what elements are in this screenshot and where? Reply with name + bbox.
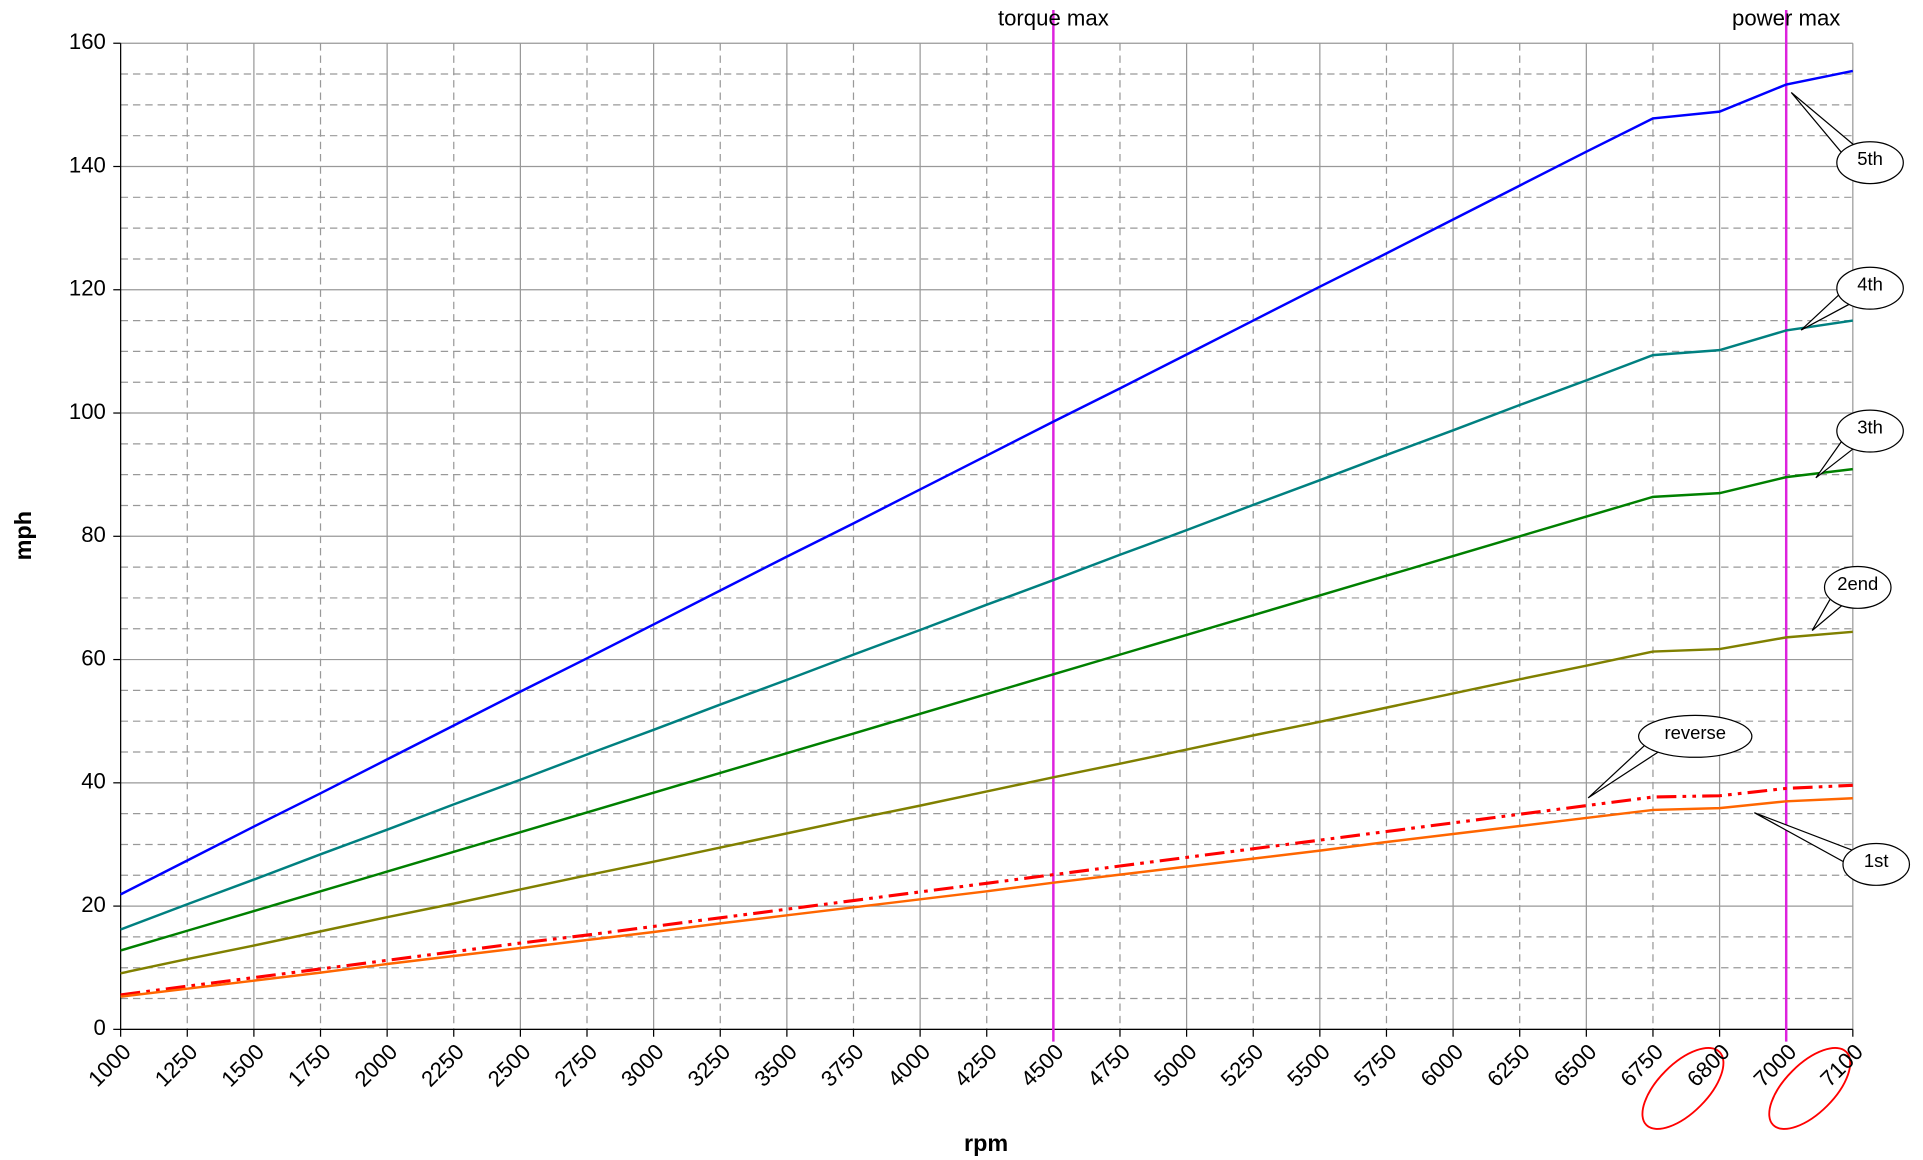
x-tick-label: 2000 xyxy=(350,1039,403,1092)
x-tick-label: 4000 xyxy=(883,1039,936,1092)
x-tick-label: 6250 xyxy=(1482,1039,1535,1092)
series-line xyxy=(120,69,1854,896)
y-tick-label: 100 xyxy=(69,399,106,424)
grid xyxy=(120,42,1854,1030)
x-tick-label: 6000 xyxy=(1416,1039,1469,1092)
marker-label: power max xyxy=(1732,6,1840,31)
y-tick-label: 80 xyxy=(81,522,106,547)
series-line xyxy=(120,467,1853,952)
x-tick-label: 7000 xyxy=(1749,1039,1802,1092)
marker-label: torque max xyxy=(998,6,1109,31)
callout-pointer xyxy=(1754,812,1856,866)
y-tick-label: 0 xyxy=(94,1015,106,1040)
callout-bubble xyxy=(1836,141,1904,185)
y-tick-label: 140 xyxy=(69,152,106,177)
legend-label: 1st xyxy=(1864,850,1889,871)
callout-bubble xyxy=(1836,266,1904,310)
x-tick-label: 4500 xyxy=(1016,1039,1069,1092)
x-tick-label: 1250 xyxy=(150,1039,203,1092)
legend-label: 3th xyxy=(1857,416,1883,437)
x-tick-label: 5000 xyxy=(1149,1039,1202,1092)
y-tick-label: 60 xyxy=(81,645,106,670)
x-tick-label: 3000 xyxy=(616,1039,669,1092)
x-tick-label: 5750 xyxy=(1349,1039,1402,1092)
legend-callout: 4th xyxy=(1800,266,1904,331)
series-line xyxy=(120,319,1854,931)
legend-callout: 5th xyxy=(1790,92,1904,185)
series-line xyxy=(120,797,1853,998)
x-tick-label: 3250 xyxy=(683,1039,736,1092)
x-tick-label: 2250 xyxy=(416,1039,469,1092)
highlight-ellipse xyxy=(1641,1047,1725,1130)
callout-bubble xyxy=(1836,409,1904,453)
x-tick-label: 6750 xyxy=(1615,1039,1668,1092)
x-axis-title: rpm xyxy=(964,1130,1008,1156)
x-tick-label: 7100 xyxy=(1815,1039,1868,1092)
x-tick-label: 3750 xyxy=(816,1039,869,1092)
x-tick-label: 5500 xyxy=(1282,1039,1335,1092)
x-tick-label: 4750 xyxy=(1083,1039,1136,1092)
legend-label: 5th xyxy=(1857,148,1883,169)
y-tick-label: 160 xyxy=(69,29,106,54)
legend-callout: 2end xyxy=(1811,565,1892,631)
callout-bubble xyxy=(1823,565,1892,609)
legend-callout: reverse xyxy=(1587,714,1753,799)
x-tick-label: 2750 xyxy=(550,1039,603,1092)
legend-label: 2end xyxy=(1837,573,1878,594)
x-tick-label: 1000 xyxy=(83,1039,136,1092)
legend-callout: 3th xyxy=(1815,409,1904,479)
legend-label: 4th xyxy=(1857,274,1883,295)
y-tick-label: 40 xyxy=(81,769,106,794)
y-axis-title: mph xyxy=(10,511,36,560)
x-tick-label: 1750 xyxy=(283,1039,336,1092)
x-tick-label: 2500 xyxy=(483,1039,536,1092)
callout-bubble xyxy=(1842,842,1911,886)
y-tick-label: 20 xyxy=(81,892,106,917)
y-tick-label: 120 xyxy=(69,276,106,301)
series-line xyxy=(120,630,1853,975)
callout-bubble xyxy=(1637,714,1753,758)
x-tick-label: 6500 xyxy=(1549,1039,1602,1092)
x-tick-label: 3500 xyxy=(749,1039,802,1092)
series-line xyxy=(120,783,1853,997)
x-tick-label: 6800 xyxy=(1682,1039,1735,1092)
highlight-ellipse xyxy=(1768,1047,1852,1130)
x-tick-label: 4250 xyxy=(949,1039,1002,1092)
legend-callout: 1st xyxy=(1754,812,1911,886)
x-tick-label: 5250 xyxy=(1216,1039,1269,1092)
legend-label: reverse xyxy=(1664,722,1726,743)
x-tick-label: 1500 xyxy=(216,1039,269,1092)
